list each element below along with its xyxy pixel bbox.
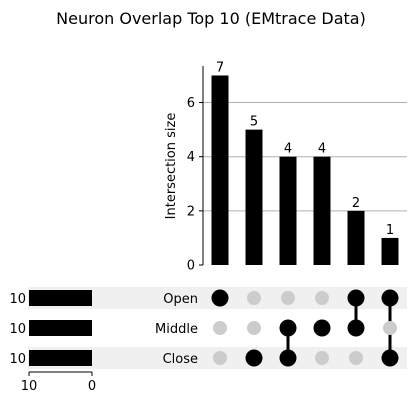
set-label-open: Open xyxy=(163,292,198,307)
membership-dot-inactive xyxy=(349,351,363,365)
membership-dot-active xyxy=(279,319,297,337)
membership-dot-active xyxy=(347,289,365,307)
membership-dot-active xyxy=(381,349,399,367)
y-tick-label: 6 xyxy=(187,96,195,111)
set-size-axis: 10 0 xyxy=(21,371,96,394)
membership-dot-active xyxy=(313,319,331,337)
bar-value-label: 4 xyxy=(284,142,292,157)
set-label-middle: Middle xyxy=(155,322,198,337)
bar-value-label: 2 xyxy=(352,196,360,211)
y-tick-label: 0 xyxy=(187,259,195,274)
membership-dot-inactive xyxy=(281,291,295,305)
intersection-bar xyxy=(211,75,229,265)
membership-dot-inactive xyxy=(315,351,329,365)
intersection-bar xyxy=(313,156,331,265)
y-axis-label: Intersection size xyxy=(164,113,179,220)
intersection-bar xyxy=(279,156,297,265)
set-size-bar-middle xyxy=(29,320,92,336)
y-axis: 0 2 4 6 xyxy=(187,66,204,274)
set-size-label: 10 xyxy=(9,352,26,367)
membership-dot-active xyxy=(347,319,365,337)
grid-lines xyxy=(203,102,407,212)
set-size-bar-open xyxy=(29,290,92,306)
membership-dot-active xyxy=(381,289,399,307)
membership-dot-inactive xyxy=(213,351,227,365)
bar-value-label: 1 xyxy=(386,223,394,238)
set-size-tick-label: 10 xyxy=(21,379,38,394)
set-size-label: 10 xyxy=(9,322,26,337)
set-label-close: Close xyxy=(163,352,198,367)
intersection-bars: 7 5 4 4 2 1 xyxy=(211,60,399,265)
membership-dot-inactive xyxy=(247,321,261,335)
set-labels: Open Middle Close xyxy=(155,292,198,367)
membership-dot-active xyxy=(245,349,263,367)
set-size-bar-close xyxy=(29,350,92,366)
y-tick-label: 2 xyxy=(187,204,195,219)
membership-dot-inactive xyxy=(247,291,261,305)
membership-dot-active xyxy=(279,349,297,367)
set-size-label: 10 xyxy=(9,292,26,307)
membership-matrix xyxy=(211,289,399,367)
membership-dot-inactive xyxy=(383,321,397,335)
set-size-tick-label: 0 xyxy=(88,379,96,394)
chart-title: Neuron Overlap Top 10 (EMtrace Data) xyxy=(56,9,366,28)
bar-value-label: 7 xyxy=(216,60,224,75)
bar-value-label: 5 xyxy=(250,115,258,130)
membership-dot-inactive xyxy=(213,321,227,335)
set-size-bars: 10 10 10 xyxy=(9,290,92,367)
intersection-bar xyxy=(245,129,263,265)
intersection-bar xyxy=(381,237,399,265)
membership-dot-inactive xyxy=(315,291,329,305)
bar-value-label: 4 xyxy=(318,142,326,157)
membership-dot-active xyxy=(211,289,229,307)
intersection-bar xyxy=(347,210,365,265)
y-tick-label: 4 xyxy=(187,150,195,165)
